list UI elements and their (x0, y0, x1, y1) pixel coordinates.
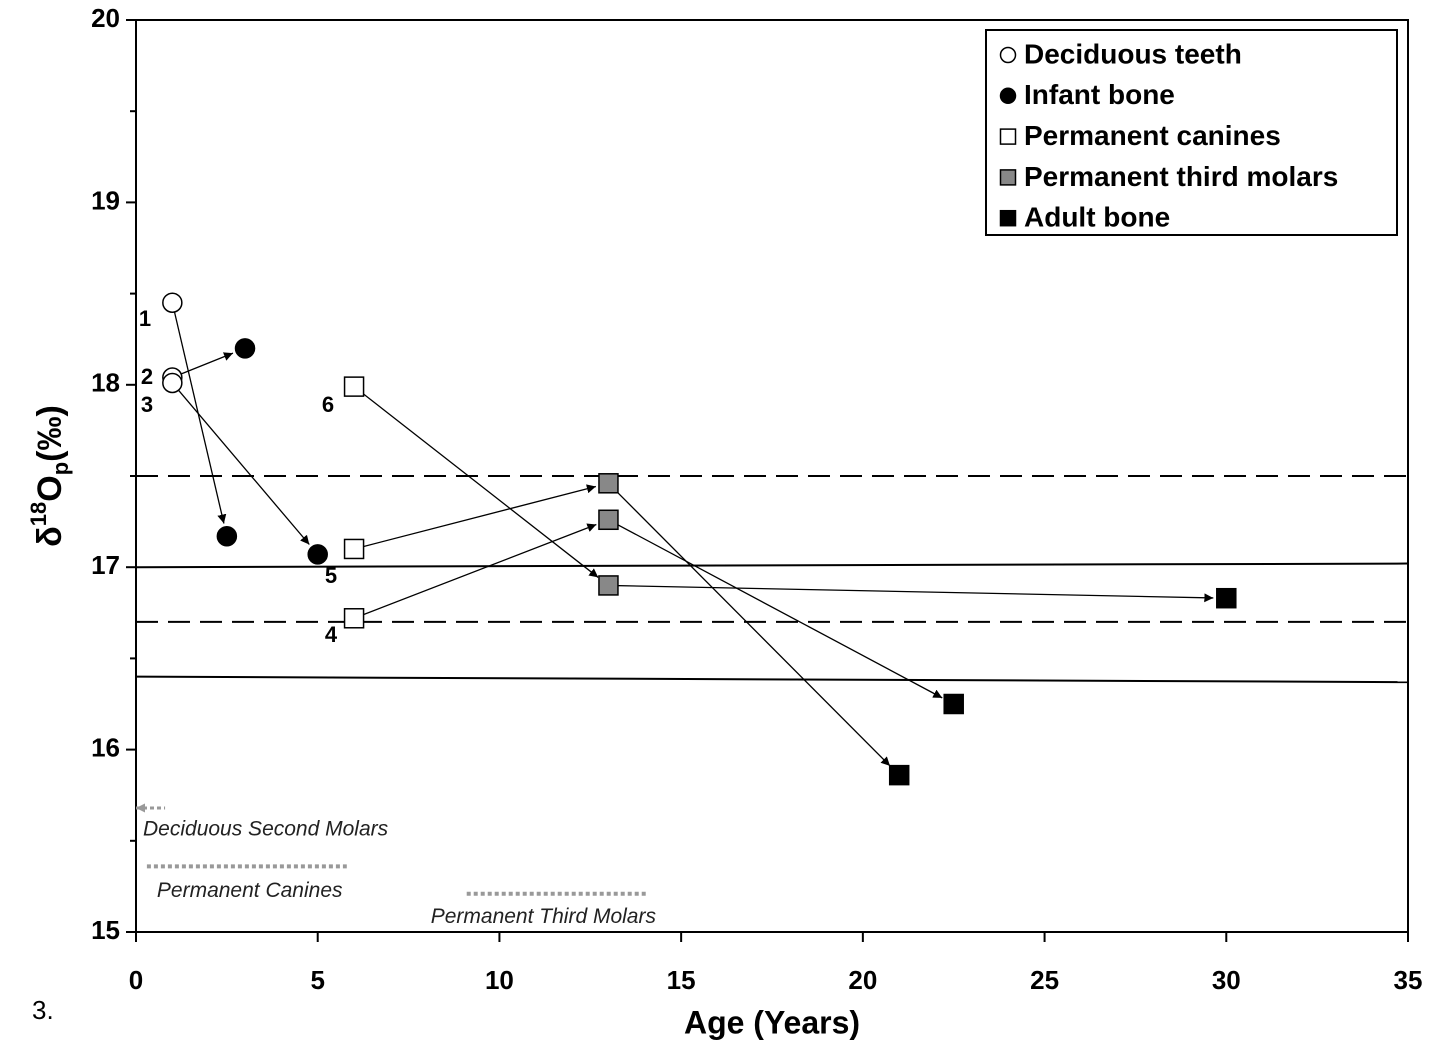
point (999, 128, 1017, 145)
legend-label: Infant bone (1024, 79, 1175, 110)
connector-arrow (608, 584, 1214, 603)
y-tick-label: 19 (91, 185, 120, 215)
point (999, 209, 1017, 227)
connector-arrow (353, 386, 599, 578)
reference-line (135, 562, 1409, 569)
y-title-part: 18 (26, 502, 51, 526)
connector-arrow (353, 523, 597, 619)
point (888, 764, 910, 786)
range-label: Permanent Canines (157, 879, 343, 902)
y-title-part: O (31, 475, 69, 501)
point (999, 169, 1017, 186)
connector-arrow (353, 484, 597, 550)
point (343, 538, 365, 560)
figure-number: 3. (32, 995, 54, 1025)
legend-label: Adult bone (1024, 202, 1170, 233)
connector-arrow (172, 352, 234, 379)
point (1216, 587, 1237, 609)
y-axis-title: δ18Op(‰) (26, 405, 73, 547)
point (598, 509, 619, 531)
x-tick-label: 15 (667, 965, 696, 995)
x-tick-label: 25 (1030, 965, 1059, 995)
point (162, 292, 183, 313)
point-label: 5 (325, 563, 337, 588)
reference-line (135, 675, 1409, 684)
point-label: 6 (322, 392, 334, 417)
y-tick-label: 20 (91, 3, 120, 33)
point (307, 544, 328, 565)
x-tick-label: 35 (1394, 965, 1423, 995)
point (234, 338, 256, 359)
point-label: 3 (141, 392, 153, 417)
point (598, 473, 619, 494)
y-title-part: δ (31, 526, 69, 547)
point (598, 575, 619, 596)
connector-arrow (171, 382, 310, 545)
point (943, 693, 964, 715)
x-tick-label: 0 (129, 965, 143, 995)
connector-arrow (608, 519, 943, 699)
y-tick-label: 17 (91, 550, 120, 580)
point-label: 4 (325, 622, 338, 647)
x-tick-label: 30 (1212, 965, 1241, 995)
point (343, 376, 365, 397)
point (343, 608, 365, 629)
range-label: Permanent Third Molars (431, 905, 657, 928)
point (999, 46, 1017, 64)
point (216, 525, 238, 547)
range-label: Deciduous Second Molars (143, 818, 389, 841)
x-tick-label: 10 (485, 965, 514, 995)
legend-box (985, 29, 1398, 236)
y-tick-label: 15 (91, 915, 120, 945)
y-title-part: p (48, 462, 73, 475)
connector-arrow (607, 482, 891, 767)
legend-label: Deciduous teeth (1024, 38, 1242, 69)
x-tick-label: 20 (848, 965, 877, 995)
y-title-part: (‰) (31, 405, 69, 462)
point-label: 1 (139, 306, 151, 331)
y-tick-label: 16 (91, 732, 120, 762)
x-tick-label: 5 (310, 965, 324, 995)
x-axis-title: Age (Years) (684, 1004, 860, 1040)
y-tick-label: 18 (91, 368, 120, 398)
point (162, 372, 183, 394)
legend-label: Permanent canines (1024, 120, 1281, 151)
point (999, 87, 1017, 105)
point-label: 2 (141, 364, 153, 389)
legend-label: Permanent third molars (1024, 161, 1338, 192)
